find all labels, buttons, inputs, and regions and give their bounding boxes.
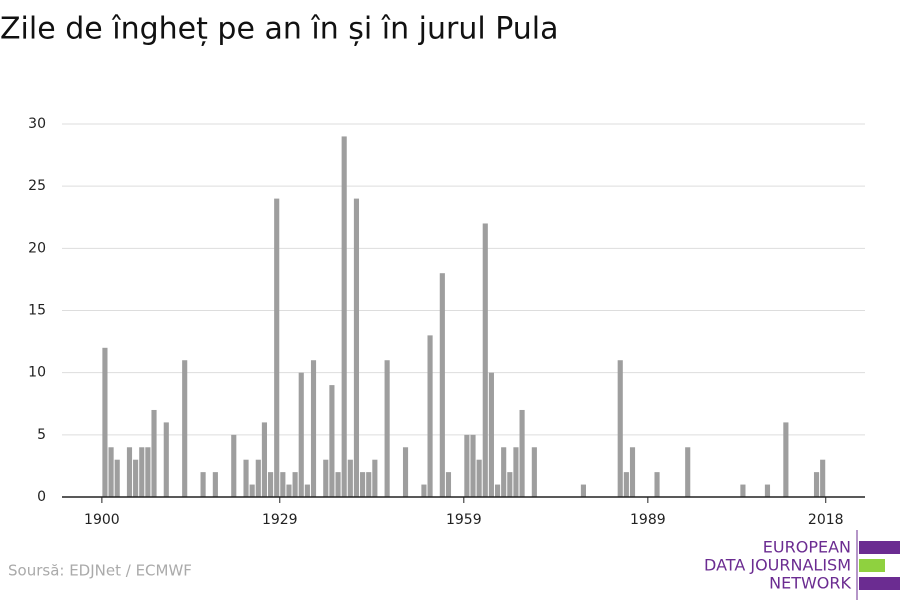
bar (519, 409, 525, 497)
bar (353, 198, 360, 497)
bar (292, 472, 298, 497)
bar (813, 472, 820, 497)
bar (427, 335, 433, 497)
bar (163, 422, 169, 497)
bar (126, 447, 133, 497)
bar (764, 484, 771, 497)
bar (298, 372, 304, 497)
bar (133, 459, 139, 497)
logo-text: NETWORK (769, 574, 851, 593)
bar (108, 447, 114, 497)
bar (255, 459, 261, 497)
bar (740, 484, 746, 497)
x-tick-label: 1989 (630, 512, 666, 528)
bar (182, 360, 188, 497)
bar (335, 472, 341, 497)
logo-text: DATA JOURNALISM (704, 556, 851, 575)
bar (488, 372, 494, 497)
bar (685, 447, 691, 497)
x-tick-label: 1900 (84, 512, 120, 528)
logo-bar (859, 559, 885, 572)
bar (280, 472, 286, 497)
y-tick-label: 25 (28, 178, 46, 194)
bar (114, 459, 120, 497)
bar (783, 422, 789, 497)
bar (347, 459, 353, 497)
bar (341, 136, 347, 497)
bar (200, 472, 206, 497)
bar (268, 472, 274, 497)
bar (476, 459, 482, 497)
bar (482, 223, 488, 497)
bar (329, 385, 335, 497)
logo-bar (859, 541, 900, 554)
bar (151, 409, 157, 497)
x-tick-label: 1929 (262, 512, 298, 528)
bar (507, 472, 513, 497)
bar (261, 422, 268, 497)
bar (304, 484, 310, 497)
bar (360, 472, 366, 497)
y-tick-label: 0 (37, 489, 46, 505)
bar (139, 447, 145, 497)
bar (286, 484, 292, 497)
bar (212, 472, 218, 497)
bar (501, 447, 507, 497)
bar (464, 434, 470, 497)
bar (470, 434, 476, 497)
y-tick-label: 15 (28, 303, 46, 319)
bar (531, 447, 537, 497)
source: Soursă: EDJNet / ECMWF (8, 562, 192, 580)
bar (580, 484, 586, 497)
bar (513, 447, 519, 497)
bar (445, 472, 452, 497)
bar (145, 447, 151, 497)
bar (623, 472, 629, 497)
bar (421, 484, 427, 497)
bar (231, 434, 237, 497)
y-tick-label: 5 (37, 427, 46, 443)
bar (102, 347, 108, 497)
bar (402, 447, 409, 497)
logo-bar (859, 577, 900, 590)
bar (310, 360, 317, 497)
bar (366, 472, 372, 497)
x-tick-label: 2018 (808, 512, 844, 528)
bar (439, 273, 445, 497)
bar (820, 459, 826, 497)
bar (629, 447, 636, 497)
bar (372, 459, 378, 497)
logo-text: EUROPEAN (763, 538, 851, 557)
bar (249, 484, 255, 497)
logo: EUROPEAN DATA JOURNALISM NETWORK (704, 530, 900, 600)
bar (274, 198, 280, 497)
y-tick-label: 10 (28, 365, 46, 381)
bar (617, 360, 623, 497)
x-tick-label: 1959 (446, 512, 482, 528)
bar (654, 472, 660, 497)
bar (323, 459, 329, 497)
y-tick-label: 20 (28, 240, 46, 256)
bar (243, 459, 249, 497)
bar (494, 484, 501, 497)
bar (384, 360, 390, 497)
chart-title: Zile de îngheț pe an în și în jurul Pula (0, 12, 559, 47)
y-tick-label: 30 (28, 116, 46, 132)
